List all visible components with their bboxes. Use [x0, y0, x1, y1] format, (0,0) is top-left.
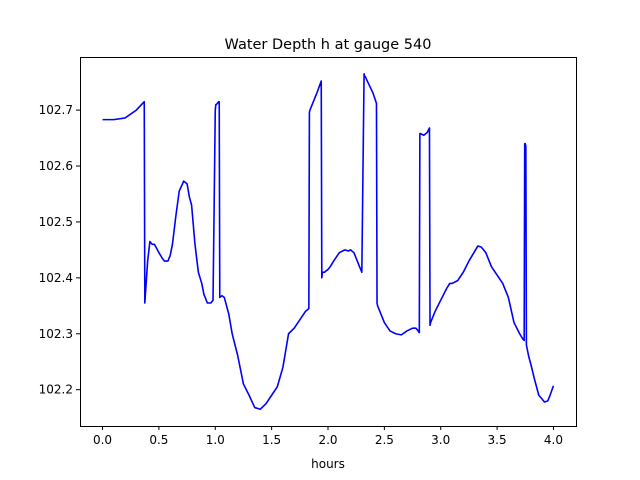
x-tick-label: 3.5: [488, 433, 507, 447]
y-tick-label: 102.7: [39, 103, 73, 117]
y-tick-label: 102.4: [39, 271, 73, 285]
chart-title: Water Depth h at gauge 540: [225, 37, 432, 53]
y-tick-label: 102.5: [39, 215, 73, 229]
plot-area: [102, 72, 555, 411]
axes-frame: [80, 57, 577, 427]
x-tick-label: 4.0: [544, 433, 563, 447]
x-tick-label: 1.0: [206, 433, 225, 447]
y-tick-label: 102.3: [39, 327, 73, 341]
x-axis: 0.0 0.5 1.0 1.5 2.0 2.5 3.0 3.5 4.0: [93, 426, 563, 447]
series-line-0: [102, 72, 555, 411]
y-axis: 102.2 102.3 102.4 102.5 102.6 102.7: [39, 103, 80, 397]
x-tick-label: 3.0: [431, 433, 450, 447]
y-tick-label: 102.6: [39, 159, 73, 173]
x-axis-label: hours: [311, 457, 345, 471]
y-tick-label: 102.2: [39, 383, 73, 397]
x-tick-label: 0.0: [93, 433, 112, 447]
x-tick-label: 2.0: [318, 433, 337, 447]
x-tick-label: 0.5: [149, 433, 168, 447]
x-tick-label: 2.5: [375, 433, 394, 447]
x-tick-label: 1.5: [262, 433, 281, 447]
